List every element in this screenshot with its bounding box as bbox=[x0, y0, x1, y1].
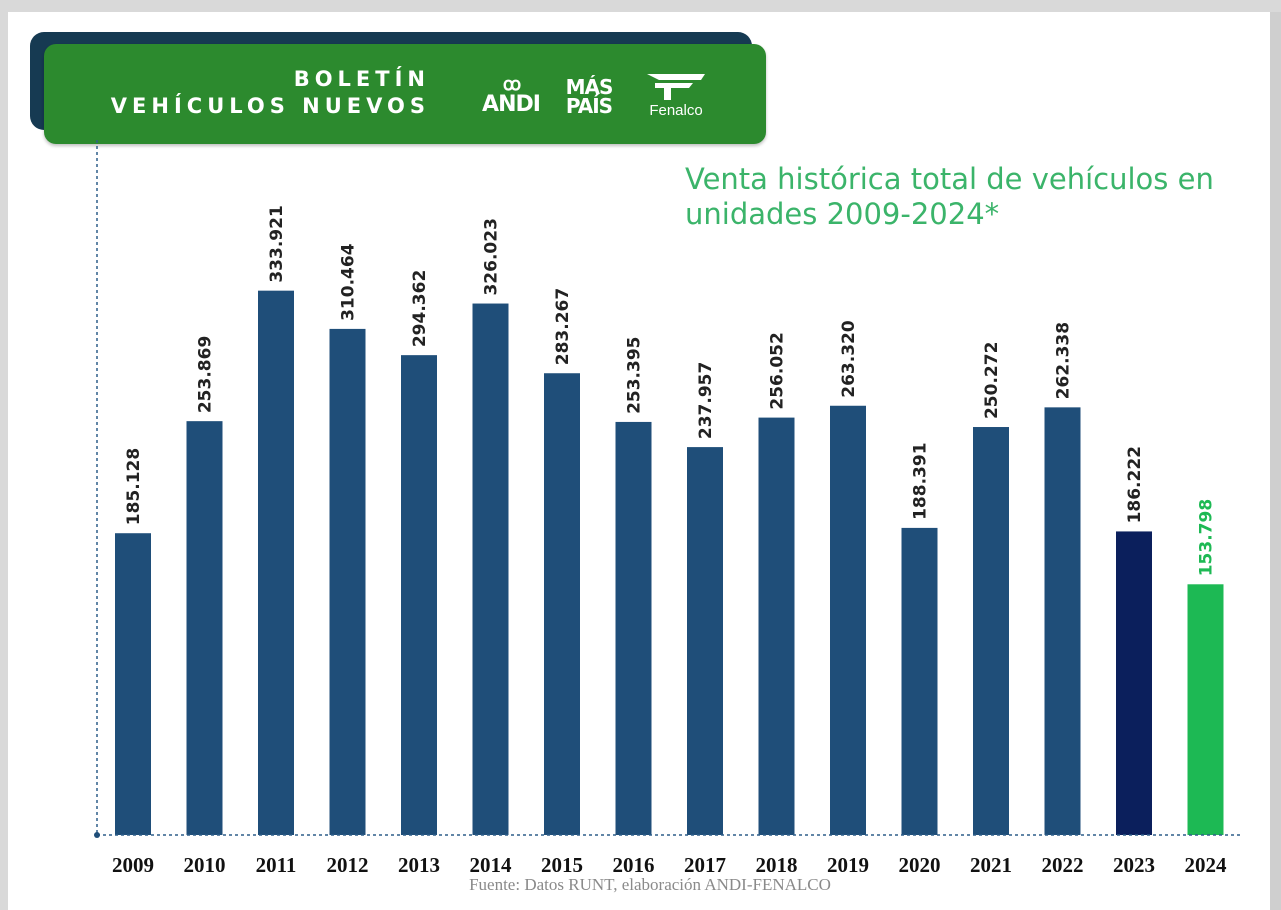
value-label-2019: 263.320 bbox=[839, 320, 859, 398]
bar-2011 bbox=[258, 290, 294, 835]
bar-2019 bbox=[830, 405, 866, 835]
bar-2024 bbox=[1187, 584, 1224, 835]
value-label-2013: 294.362 bbox=[410, 270, 430, 347]
bar-2009 bbox=[115, 533, 151, 835]
source-note: Fuente: Datos RUNT, elaboración ANDI-FEN… bbox=[469, 875, 831, 894]
bars-group: 185.128 2009 253.869 2010 333.921 2011 310.464… bbox=[112, 205, 1227, 877]
fenalco-f-icon bbox=[647, 74, 705, 100]
x-tick-2018: 2018 bbox=[756, 853, 798, 877]
axis-origin-dot bbox=[94, 832, 100, 838]
x-tick-2017: 2017 bbox=[684, 853, 726, 877]
bulletin-title-line1: BOLETÍN bbox=[293, 67, 430, 91]
mas-pais-line1: MÁS bbox=[565, 75, 614, 99]
x-tick-2023: 2023 bbox=[1113, 853, 1155, 877]
bar-2020 bbox=[901, 527, 938, 835]
value-label-2024: 153.798 bbox=[1197, 499, 1217, 576]
bulletin-banner: BOLETÍN VEHÍCULOS NUEVOS ꝏ ANDI MÁS PAÍS… bbox=[44, 44, 766, 144]
bar-2010 bbox=[186, 421, 223, 835]
bar-2022 bbox=[1044, 407, 1081, 835]
page-edge bbox=[1270, 12, 1281, 910]
x-tick-2014: 2014 bbox=[470, 853, 513, 877]
value-label-2015: 283.267 bbox=[553, 288, 573, 365]
bar-2013 bbox=[401, 355, 437, 835]
x-tick-2009: 2009 bbox=[112, 853, 154, 877]
x-tick-2022: 2022 bbox=[1042, 853, 1084, 877]
value-label-2014: 326.023 bbox=[482, 218, 502, 295]
andi-logo-mark: ꝏ bbox=[502, 74, 521, 94]
value-label-2022: 262.338 bbox=[1054, 322, 1074, 399]
x-tick-2011: 2011 bbox=[256, 853, 297, 877]
x-tick-2010: 2010 bbox=[184, 853, 226, 877]
mas-pais-line2: PAÍS bbox=[565, 94, 613, 118]
bar-2016 bbox=[615, 421, 652, 835]
bulletin-title: BOLETÍN VEHÍCULOS NUEVOS bbox=[111, 66, 430, 120]
fenalco-logo-text: Fenalco bbox=[649, 102, 703, 119]
bar-2012 bbox=[329, 328, 366, 835]
value-label-2021: 250.272 bbox=[982, 342, 1002, 419]
value-label-2012: 310.464 bbox=[339, 243, 359, 321]
x-tick-2024: 2024 bbox=[1185, 853, 1228, 877]
x-tick-2019: 2019 bbox=[827, 853, 869, 877]
bulletin-title-line2: VEHÍCULOS NUEVOS bbox=[110, 94, 430, 118]
value-label-2023: 186.222 bbox=[1125, 446, 1145, 523]
x-tick-2020: 2020 bbox=[899, 853, 941, 877]
x-tick-2016: 2016 bbox=[613, 853, 655, 877]
value-label-2010: 253.869 bbox=[196, 336, 216, 413]
fenalco-logo: Fenalco bbox=[636, 70, 716, 120]
value-label-2018: 256.052 bbox=[768, 332, 788, 409]
x-tick-2015: 2015 bbox=[541, 853, 583, 877]
chart-title: Venta histórica total de vehículos en un… bbox=[685, 162, 1214, 231]
andi-logo: ꝏ ANDI bbox=[476, 74, 546, 116]
value-label-2011: 333.921 bbox=[267, 205, 287, 282]
x-tick-2012: 2012 bbox=[327, 853, 369, 877]
bar-2017 bbox=[687, 447, 723, 835]
value-label-2016: 253.395 bbox=[625, 336, 645, 413]
bar-2023 bbox=[1116, 531, 1152, 835]
x-tick-2013: 2013 bbox=[398, 853, 440, 877]
bar-2021 bbox=[973, 427, 1009, 835]
bar-2015 bbox=[544, 373, 580, 835]
x-tick-2021: 2021 bbox=[970, 853, 1012, 877]
mas-pais-logo: MÁS PAÍS bbox=[556, 75, 622, 118]
bar-2014 bbox=[472, 303, 509, 835]
andi-logo-text: ANDI bbox=[482, 92, 541, 117]
value-label-2017: 237.957 bbox=[696, 362, 716, 439]
bar-2018 bbox=[758, 417, 795, 835]
value-label-2009: 185.128 bbox=[124, 448, 144, 525]
value-label-2020: 188.391 bbox=[911, 442, 931, 519]
